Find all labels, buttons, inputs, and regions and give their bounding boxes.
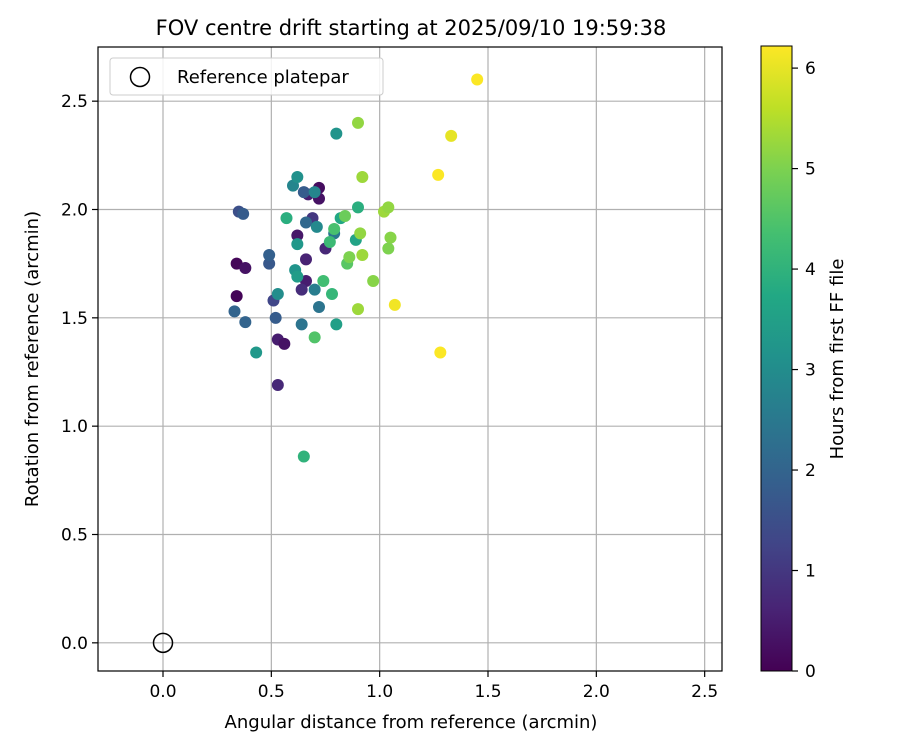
data-point [300, 216, 312, 229]
data-point [352, 116, 364, 129]
data-point [291, 270, 304, 283]
colorbar-tick-label: 2 [805, 461, 816, 481]
legend-entry-reference-platepar: Reference platepar [177, 67, 349, 88]
data-point [471, 73, 484, 86]
data-point [330, 318, 343, 331]
y-tick-label: 2.5 [61, 92, 88, 112]
data-point [323, 236, 336, 248]
grid-lines [98, 47, 722, 671]
data-point [330, 127, 343, 140]
data-point [239, 262, 252, 274]
data-point [291, 238, 304, 251]
colorbar-gradient [760, 45, 793, 672]
chart-title: FOV centre drift starting at 2025/09/10 … [156, 16, 667, 40]
data-point [356, 249, 369, 261]
colorbar-label: Hours from first FF file [827, 259, 848, 460]
data-point [388, 298, 401, 311]
x-tick-label: 1.0 [366, 682, 393, 702]
data-point [434, 346, 447, 359]
colorbar-tick-label: 3 [805, 361, 816, 381]
data-points [228, 73, 484, 463]
data-point [239, 316, 252, 329]
colorbar-tick-label: 0 [805, 662, 816, 682]
x-tick-label: 2.5 [691, 682, 718, 702]
data-point [432, 168, 445, 181]
data-point [343, 251, 356, 264]
data-point [352, 201, 364, 214]
y-tick-label: 1.0 [61, 417, 88, 437]
data-point [356, 171, 369, 183]
data-point [297, 450, 310, 463]
data-point [328, 223, 341, 235]
y-tick-label: 1.5 [61, 309, 88, 329]
colorbar-tick-label: 4 [805, 260, 816, 280]
data-point [269, 311, 282, 324]
legend: Reference platepar [109, 57, 384, 96]
data-point [228, 305, 241, 318]
x-tick-label: 1.5 [474, 682, 501, 702]
data-point [445, 129, 458, 142]
data-point [326, 288, 338, 300]
data-point [291, 171, 304, 183]
reference-marker-group [152, 632, 174, 654]
data-point [295, 283, 308, 296]
data-point [308, 186, 321, 199]
data-point [291, 229, 304, 242]
plot-frame [97, 46, 723, 672]
data-point [382, 201, 395, 214]
data-point [310, 220, 323, 233]
colorbar-ticks: 0 1 2 3 4 5 6 [792, 59, 816, 682]
colorbar-tick-label: 5 [805, 160, 816, 180]
data-point [367, 275, 380, 287]
data-point [313, 301, 325, 313]
x-tick-label: 2.0 [583, 682, 610, 702]
data-point [352, 303, 364, 316]
y-axis-label: Rotation from reference (arcmin) [22, 211, 43, 507]
data-point [295, 318, 308, 331]
legend-box [109, 57, 384, 96]
x-axis-label: Angular distance from reference (arcmin) [225, 712, 598, 733]
data-point [230, 290, 243, 303]
data-point [297, 186, 310, 199]
data-point [300, 253, 312, 266]
data-point [263, 257, 276, 270]
data-point [384, 231, 397, 244]
y-tick-label: 0.0 [61, 634, 88, 654]
data-point [382, 242, 395, 255]
colorbar: 0 1 2 3 4 5 6 Hours from first FF file [760, 45, 848, 682]
data-point [263, 249, 276, 261]
colorbar-tick-label: 1 [805, 562, 816, 582]
data-point [250, 346, 263, 359]
data-point [280, 212, 293, 225]
y-tick-label: 0.5 [61, 526, 88, 546]
data-point [317, 275, 330, 287]
data-point [308, 283, 321, 296]
reference-platepar-marker [152, 632, 174, 654]
colorbar-tick-label: 6 [805, 59, 816, 79]
data-point [354, 227, 367, 240]
x-axis-ticks: 0.0 0.5 1.0 1.5 2.0 2.5 [149, 671, 718, 702]
data-point [271, 379, 284, 391]
data-point [271, 288, 284, 300]
x-tick-label: 0.0 [149, 682, 176, 702]
y-axis-ticks: 0.0 0.5 1.0 1.5 2.0 2.5 [61, 92, 98, 654]
data-point [237, 207, 250, 220]
data-point [278, 337, 291, 350]
data-point [339, 210, 351, 222]
x-tick-label: 0.5 [258, 682, 285, 702]
legend-marker [129, 66, 151, 88]
y-tick-label: 2.0 [61, 201, 88, 221]
data-point [308, 331, 321, 344]
